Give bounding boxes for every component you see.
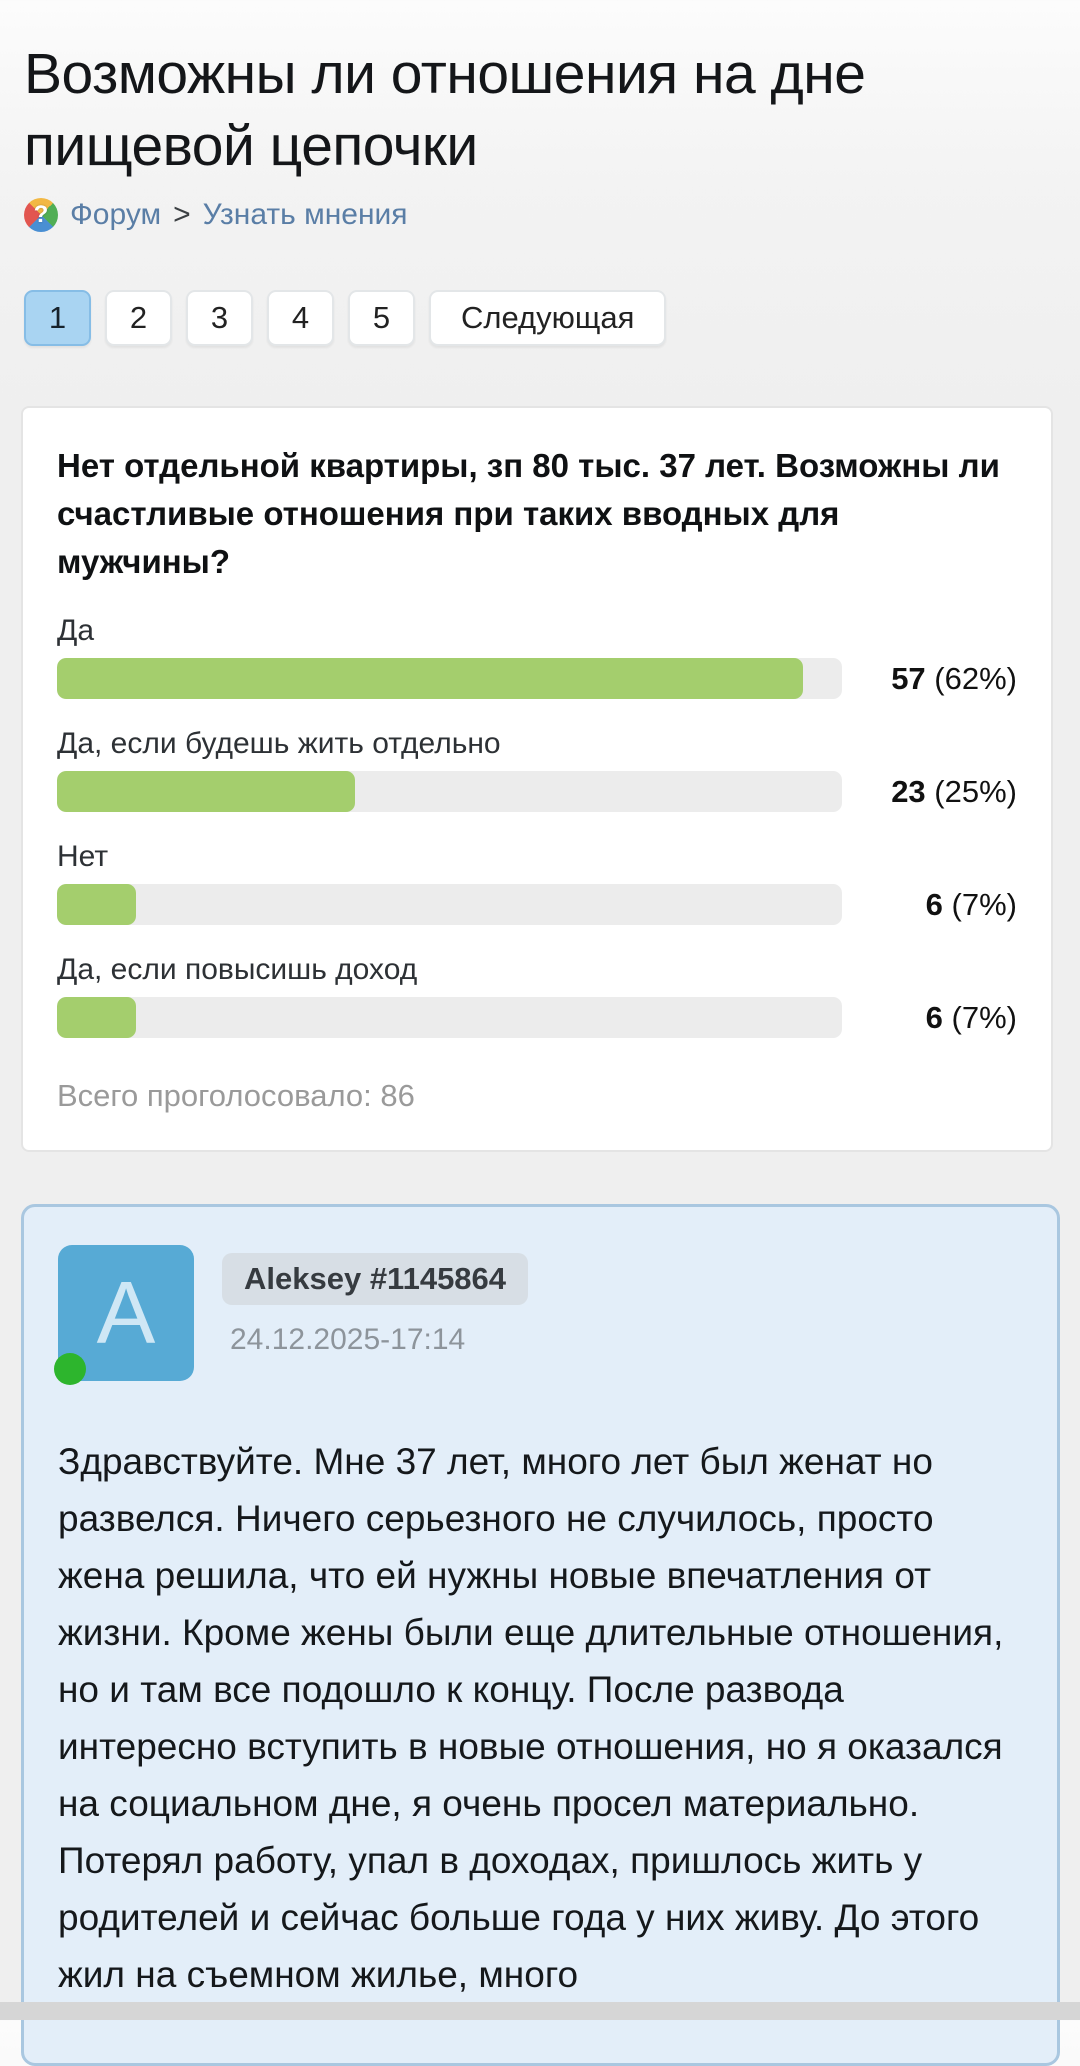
poll-bar-track [57, 997, 842, 1038]
question-circle-icon [24, 198, 58, 232]
avatar[interactable]: A [54, 1245, 194, 1385]
poll-votes-count: 57 [891, 660, 926, 696]
page-button-5[interactable]: 5 [348, 290, 415, 346]
poll-option: Нет 6 (7%) [57, 840, 1017, 925]
poll-option-label: Да [57, 614, 95, 647]
poll-votes-percent: (62%) [934, 660, 1017, 696]
poll-bar-fill [57, 658, 803, 699]
poll-card: Нет отдельной квартиры, зп 80 тыс. 37 ле… [21, 406, 1053, 1152]
poll-option-value: 6 (7%) [842, 887, 1017, 923]
poll-option-label: Да, если будешь жить отдельно [57, 727, 501, 760]
online-status-dot [54, 1353, 86, 1385]
poll-bar-track [57, 658, 842, 699]
poll-bar-fill [57, 997, 136, 1038]
username-badge[interactable]: Aleksey #1145864 [222, 1253, 529, 1305]
bottom-cutoff-strip [0, 2002, 1080, 2020]
poll-option-label: Да, если повысишь доход [57, 953, 418, 986]
poll-question: Нет отдельной квартиры, зп 80 тыс. 37 ле… [57, 447, 1000, 580]
page-button-1[interactable]: 1 [24, 290, 91, 346]
poll-votes-count: 6 [925, 999, 943, 1035]
poll-option: Да, если будешь жить отдельно 23 (25%) [57, 727, 1017, 812]
poll-bar-fill [57, 771, 356, 812]
poll-option-label: Нет [57, 840, 109, 873]
poll-bar-fill [57, 884, 136, 925]
comment-meta: Aleksey #1145864 24.12.2025-17:14 [222, 1245, 529, 1357]
poll-bar-track [57, 771, 842, 812]
poll-option: Да, если повысишь доход 6 (7%) [57, 953, 1017, 1038]
poll-option-value: 57 (62%) [842, 661, 1017, 697]
poll-votes-count: 23 [891, 773, 926, 809]
pagination: 1 2 3 4 5 Следующая [24, 290, 1056, 346]
page-title: Возможны ли отношения на дне пищевой цеп… [24, 42, 866, 178]
poll-votes-percent: (7%) [951, 999, 1017, 1035]
poll-option-value: 6 (7%) [842, 1000, 1017, 1036]
breadcrumb: Форум > Узнать мнения [24, 198, 1056, 232]
breadcrumb-separator: > [173, 198, 191, 231]
comment-timestamp: 24.12.2025-17:14 [230, 1323, 466, 1356]
poll-votes-percent: (25%) [934, 773, 1017, 809]
poll-bar-track [57, 884, 842, 925]
comment-body: Здравствуйте. Мне 37 лет, много лет был … [58, 1441, 1004, 1995]
poll-option-value: 23 (25%) [842, 774, 1017, 810]
poll-option: Да 57 (62%) [57, 614, 1017, 699]
comment-header: A Aleksey #1145864 24.12.2025-17:14 [54, 1245, 1023, 1385]
breadcrumb-section-link[interactable]: Узнать мнения [202, 198, 408, 231]
page-button-4[interactable]: 4 [267, 290, 334, 346]
avatar-letter: A [96, 1263, 156, 1362]
poll-total: Всего проголосовало: 86 [57, 1078, 415, 1113]
page-button-3[interactable]: 3 [186, 290, 253, 346]
poll-votes-percent: (7%) [951, 886, 1017, 922]
breadcrumb-forum-link[interactable]: Форум [70, 198, 162, 231]
next-page-button[interactable]: Следующая [429, 290, 667, 346]
poll-votes-count: 6 [925, 886, 943, 922]
comment-card: A Aleksey #1145864 24.12.2025-17:14 Здра… [21, 1204, 1060, 2066]
page-button-2[interactable]: 2 [105, 290, 172, 346]
